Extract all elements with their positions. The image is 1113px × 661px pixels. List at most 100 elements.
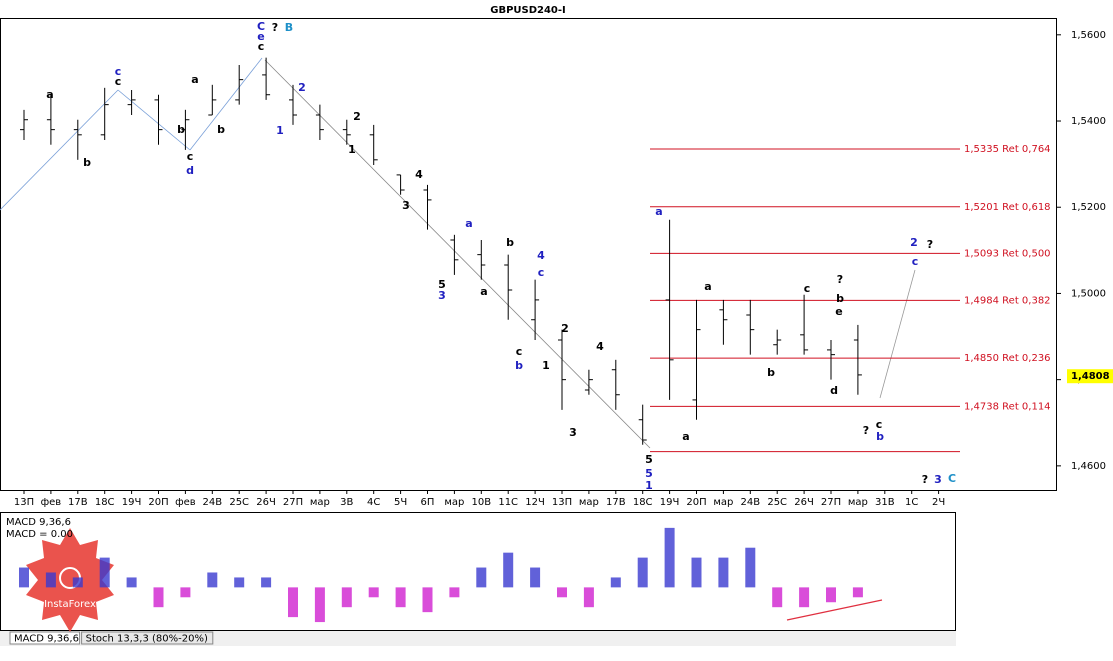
x-tick-label: 17В — [68, 497, 88, 508]
wave-label: 5 — [438, 278, 446, 291]
x-tick-label: 19Ч — [660, 497, 680, 508]
y-tick-label: 1,5000 — [1071, 288, 1106, 299]
macd-bar — [422, 587, 433, 613]
x-tick-label: 20П — [686, 497, 706, 508]
macd-bar — [153, 587, 164, 608]
current-price-box — [1067, 369, 1113, 384]
x-tick-label: 20П — [148, 497, 168, 508]
macd-bar — [314, 587, 325, 623]
level-label: 1,5093 Ret 0,500 — [964, 248, 1051, 259]
wave-label: a — [480, 285, 487, 298]
macd-bar — [772, 587, 783, 608]
x-tick-label: 24В — [741, 497, 761, 508]
wave-label: c — [258, 40, 265, 53]
wave-label: B — [285, 21, 293, 34]
wave-label: 4 — [537, 249, 545, 262]
x-tick-label: 11С — [498, 497, 518, 508]
macd-bar — [45, 572, 56, 588]
macd-bar — [476, 567, 487, 588]
wave-label: c — [804, 282, 811, 295]
tab-label: MACD 9,36,6 — [14, 634, 79, 645]
macd-bar — [530, 567, 541, 588]
macd-bar — [207, 572, 218, 588]
macd-bar — [261, 577, 272, 588]
macd-bar — [180, 587, 191, 598]
x-tick-label: 27П — [283, 497, 303, 508]
indicator-tab[interactable] — [81, 631, 214, 645]
wave-label: e — [257, 30, 264, 43]
wave-label: a — [191, 73, 198, 86]
wave-label: b — [767, 366, 775, 379]
level-label: 1,5201 Ret 0,618 — [964, 202, 1051, 213]
macd-bar — [745, 547, 756, 588]
wave-label: C — [257, 20, 265, 33]
macd-panel — [0, 512, 956, 631]
wave-label: d — [830, 384, 838, 397]
macd-bar — [395, 587, 406, 608]
x-tick-label: 3В — [340, 497, 353, 508]
wave-label: ? — [272, 21, 278, 34]
wave-label: e — [835, 305, 842, 318]
macd-bar — [234, 577, 245, 588]
x-tick-label: 10В — [472, 497, 492, 508]
x-tick-label: мар — [444, 497, 464, 508]
wave-label: ? — [922, 473, 928, 486]
macd-bar — [503, 552, 514, 588]
wave-label: 5 — [645, 453, 653, 466]
wave-label: c — [876, 418, 883, 431]
wave-label: 1 — [348, 143, 356, 156]
wave-label: C — [948, 472, 956, 485]
macd-bar — [368, 587, 379, 598]
wave-label: c — [538, 266, 545, 279]
x-tick-label: мар — [713, 497, 733, 508]
projection-line — [879, 269, 916, 399]
x-tick-label: фев — [175, 497, 196, 508]
x-tick-label: мар — [579, 497, 599, 508]
wave-label: 1 — [542, 359, 550, 372]
divergence-line — [786, 599, 883, 621]
macd-bar — [852, 587, 863, 598]
indicator-value: MACD = 0.00 — [6, 529, 73, 540]
x-tick-label: мар — [848, 497, 868, 508]
wave-label: c — [115, 75, 122, 88]
tab-label: Stoch 13,3,3 (80%-20%) — [86, 634, 208, 645]
x-tick-label: 1С — [905, 497, 918, 508]
y-tick-label: 1,5600 — [1071, 30, 1106, 41]
wave-label: 2 — [353, 110, 361, 123]
macd-bar — [583, 587, 594, 608]
indicator-tab[interactable] — [9, 631, 81, 645]
macd-bar — [449, 587, 460, 598]
wave-label: 1 — [645, 479, 653, 492]
wave-label: b — [83, 156, 91, 169]
x-tick-label: 13П — [14, 497, 34, 508]
macd-bar — [826, 587, 836, 603]
wave-label: 5 — [645, 467, 653, 480]
x-tick-label: 25С — [767, 497, 787, 508]
macd-bar — [799, 587, 810, 608]
wave-label: 1 — [276, 124, 284, 137]
macd-bar — [610, 577, 621, 588]
current-price-label: 1,4808 — [1071, 371, 1110, 382]
wave-label: 4 — [415, 168, 423, 181]
x-tick-label: 24В — [203, 497, 223, 508]
x-tick-label: фев — [41, 497, 62, 508]
x-tick-label: 12Ч — [525, 497, 545, 508]
level-label: 1,5335 Ret 0,764 — [964, 144, 1051, 155]
chart-title: GBPUSD240-I — [490, 5, 566, 16]
wave-label: ? — [927, 238, 933, 251]
wave-label: c — [516, 345, 523, 358]
wave-line — [0, 89, 119, 211]
wave-label: 3 — [569, 426, 577, 439]
x-tick-label: 6П — [421, 497, 435, 508]
macd-bar — [691, 557, 702, 588]
wave-label: b — [177, 123, 185, 136]
x-tick-label: 13П — [552, 497, 572, 508]
x-tick-label: 25С — [229, 497, 249, 508]
wave-line — [117, 89, 191, 151]
macd-bar — [637, 557, 648, 588]
x-tick-label: 26Ч — [256, 497, 276, 508]
wave-line — [264, 59, 651, 449]
wave-label: ? — [863, 424, 869, 437]
